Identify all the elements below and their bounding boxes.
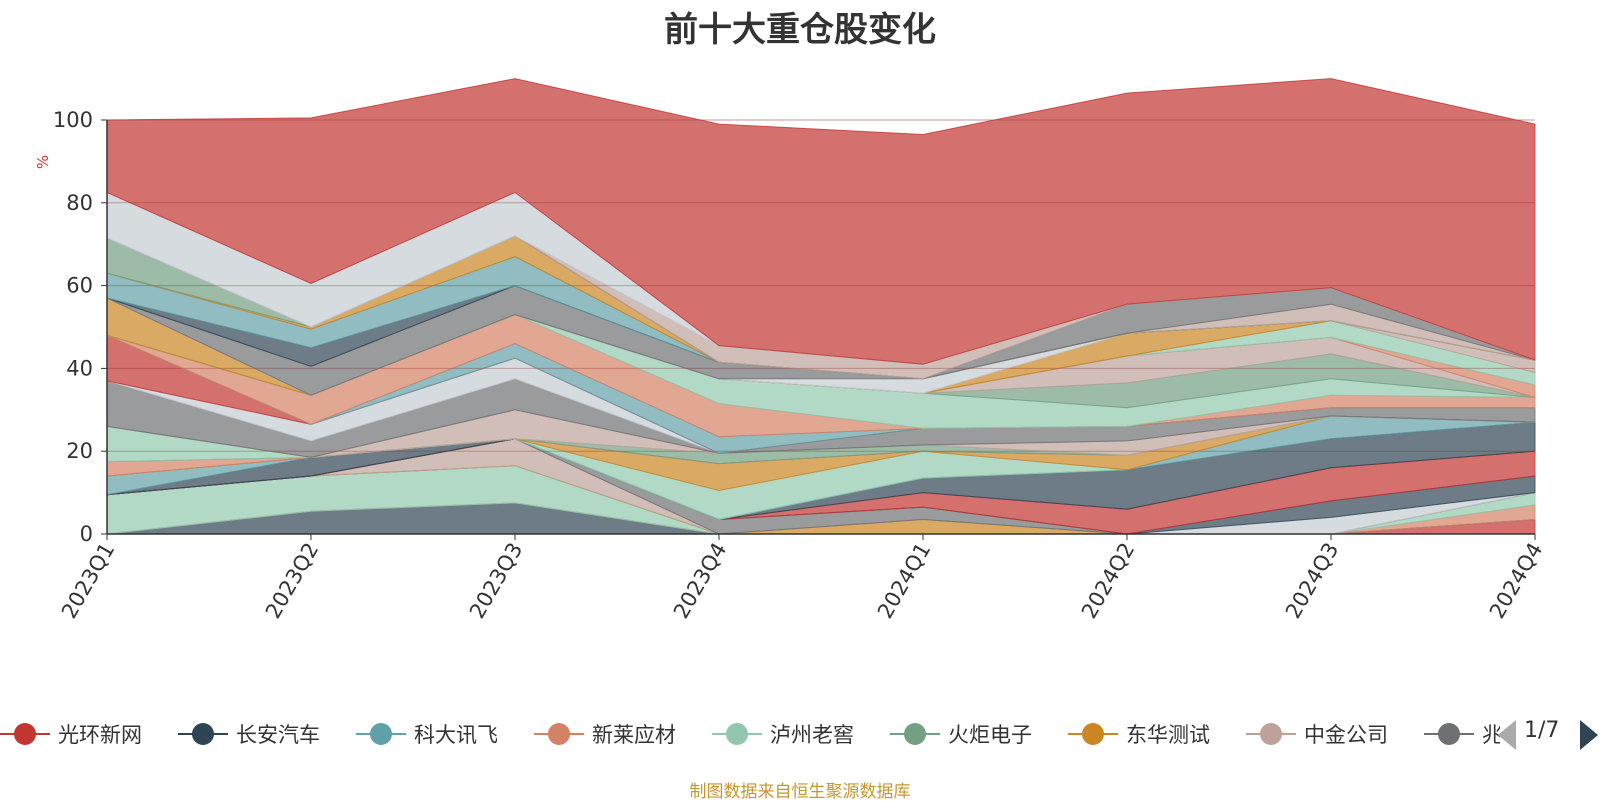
legend-item-label: 新莱应材 [592, 723, 676, 747]
legend-item-label: 中金公司 [1304, 723, 1388, 747]
chart-title: 前十大重仓股变化 [664, 10, 936, 50]
legend-item-label: 火炬电子 [948, 723, 1032, 747]
legend-page-indicator: 1/7 [1524, 718, 1560, 743]
legend-item-label: 兆 [1482, 723, 1500, 747]
x-tick-label: 2024Q3 [1281, 539, 1343, 623]
area-series-42[interactable] [106, 78, 1536, 365]
legend-item-label: 光环新网 [58, 723, 142, 747]
y-tick-label: 60 [66, 274, 93, 298]
y-tick-label: 0 [80, 522, 93, 546]
legend-marker-icon [1068, 723, 1118, 745]
x-tick-label: 2024Q4 [1485, 539, 1547, 623]
legend-next-page-icon[interactable] [1580, 720, 1598, 750]
x-tick-label: 2024Q1 [873, 539, 935, 623]
legend-item[interactable]: 中金公司 [1246, 714, 1388, 754]
legend-item[interactable]: 光环新网 [0, 714, 142, 754]
y-tick-label: 80 [66, 191, 93, 215]
legend-marker-icon [1424, 723, 1474, 745]
legend: 光环新网 长安汽车 科大讯飞 新莱应材 泸州老窖 火炬电子 东华测试 中金公司 兆 1/7 [0, 714, 1600, 754]
legend-items: 光环新网 长安汽车 科大讯飞 新莱应材 泸州老窖 火炬电子 东华测试 中金公司 兆 [0, 714, 1500, 754]
legend-item-label: 长安汽车 [236, 723, 320, 747]
x-tick-label: 2023Q4 [669, 539, 731, 623]
y-tick-label: 40 [66, 356, 93, 380]
legend-item-label: 东华测试 [1126, 723, 1210, 747]
legend-marker-icon [890, 723, 940, 745]
legend-item[interactable]: 兆 [1424, 714, 1500, 754]
legend-item[interactable]: 新莱应材 [534, 714, 676, 754]
legend-item-label: 科大讯飞 [414, 723, 498, 747]
area-layer [106, 78, 1536, 535]
legend-item[interactable]: 科大讯飞 [356, 714, 498, 754]
y-tick-label: 20 [66, 439, 93, 463]
legend-pager: 1/7 [1498, 714, 1600, 754]
legend-item[interactable]: 长安汽车 [178, 714, 320, 754]
source-note: 制图数据来自恒生聚源数据库 [689, 782, 911, 802]
legend-prev-page-icon[interactable] [1498, 720, 1516, 750]
legend-marker-icon [712, 723, 762, 745]
x-tick-label: 2023Q3 [465, 539, 527, 623]
x-tick-label: 2023Q1 [57, 539, 119, 623]
legend-marker-icon [1246, 723, 1296, 745]
legend-marker-icon [178, 723, 228, 745]
x-tick-label: 2023Q2 [261, 539, 323, 623]
legend-marker-icon [356, 723, 406, 745]
y-axis-unit-label: % [34, 155, 52, 169]
y-tick-label: 100 [53, 108, 93, 132]
legend-marker-icon [0, 723, 50, 745]
x-tick-label: 2024Q2 [1077, 539, 1139, 623]
legend-marker-icon [534, 723, 584, 745]
legend-item[interactable]: 火炬电子 [890, 714, 1032, 754]
legend-item[interactable]: 东华测试 [1068, 714, 1210, 754]
legend-item-label: 泸州老窖 [770, 723, 854, 747]
legend-item[interactable]: 泸州老窖 [712, 714, 854, 754]
